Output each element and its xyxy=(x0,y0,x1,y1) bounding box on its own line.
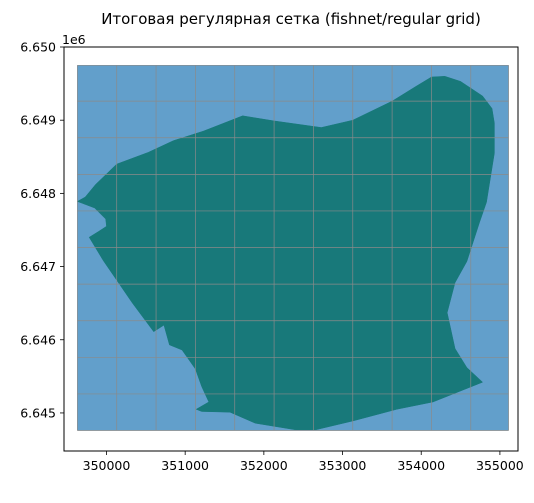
x-axis: 350000 351000 352000 353000 354000 355000 xyxy=(83,451,524,473)
polygon-shape xyxy=(76,76,495,431)
y-tick-label: 6.649 xyxy=(20,113,56,128)
axes-frame xyxy=(63,46,519,452)
y-tick-label: 6.647 xyxy=(20,259,56,274)
fishnet-grid-lines xyxy=(77,64,509,431)
chart-title: Итоговая регулярная сетка (fishnet/regul… xyxy=(101,10,481,28)
study-area-polygon xyxy=(76,76,495,431)
x-tick-label: 350000 xyxy=(83,458,131,473)
plot-area xyxy=(76,64,509,431)
y-tick-label: 6.648 xyxy=(20,186,56,201)
x-tick-label: 352000 xyxy=(240,458,288,473)
y-axis: 6.645 6.646 6.647 6.648 6.649 6.650 xyxy=(20,40,64,420)
x-tick-label: 351000 xyxy=(161,458,209,473)
y-tick-label: 6.650 xyxy=(20,40,56,55)
x-tick-label: 355000 xyxy=(476,458,524,473)
y-tick-label: 6.646 xyxy=(20,332,56,347)
x-tick-label: 353000 xyxy=(319,458,367,473)
y-offset-label: 1e6 xyxy=(62,32,86,47)
y-tick-label: 6.645 xyxy=(20,405,56,420)
x-tick-label: 354000 xyxy=(397,458,445,473)
